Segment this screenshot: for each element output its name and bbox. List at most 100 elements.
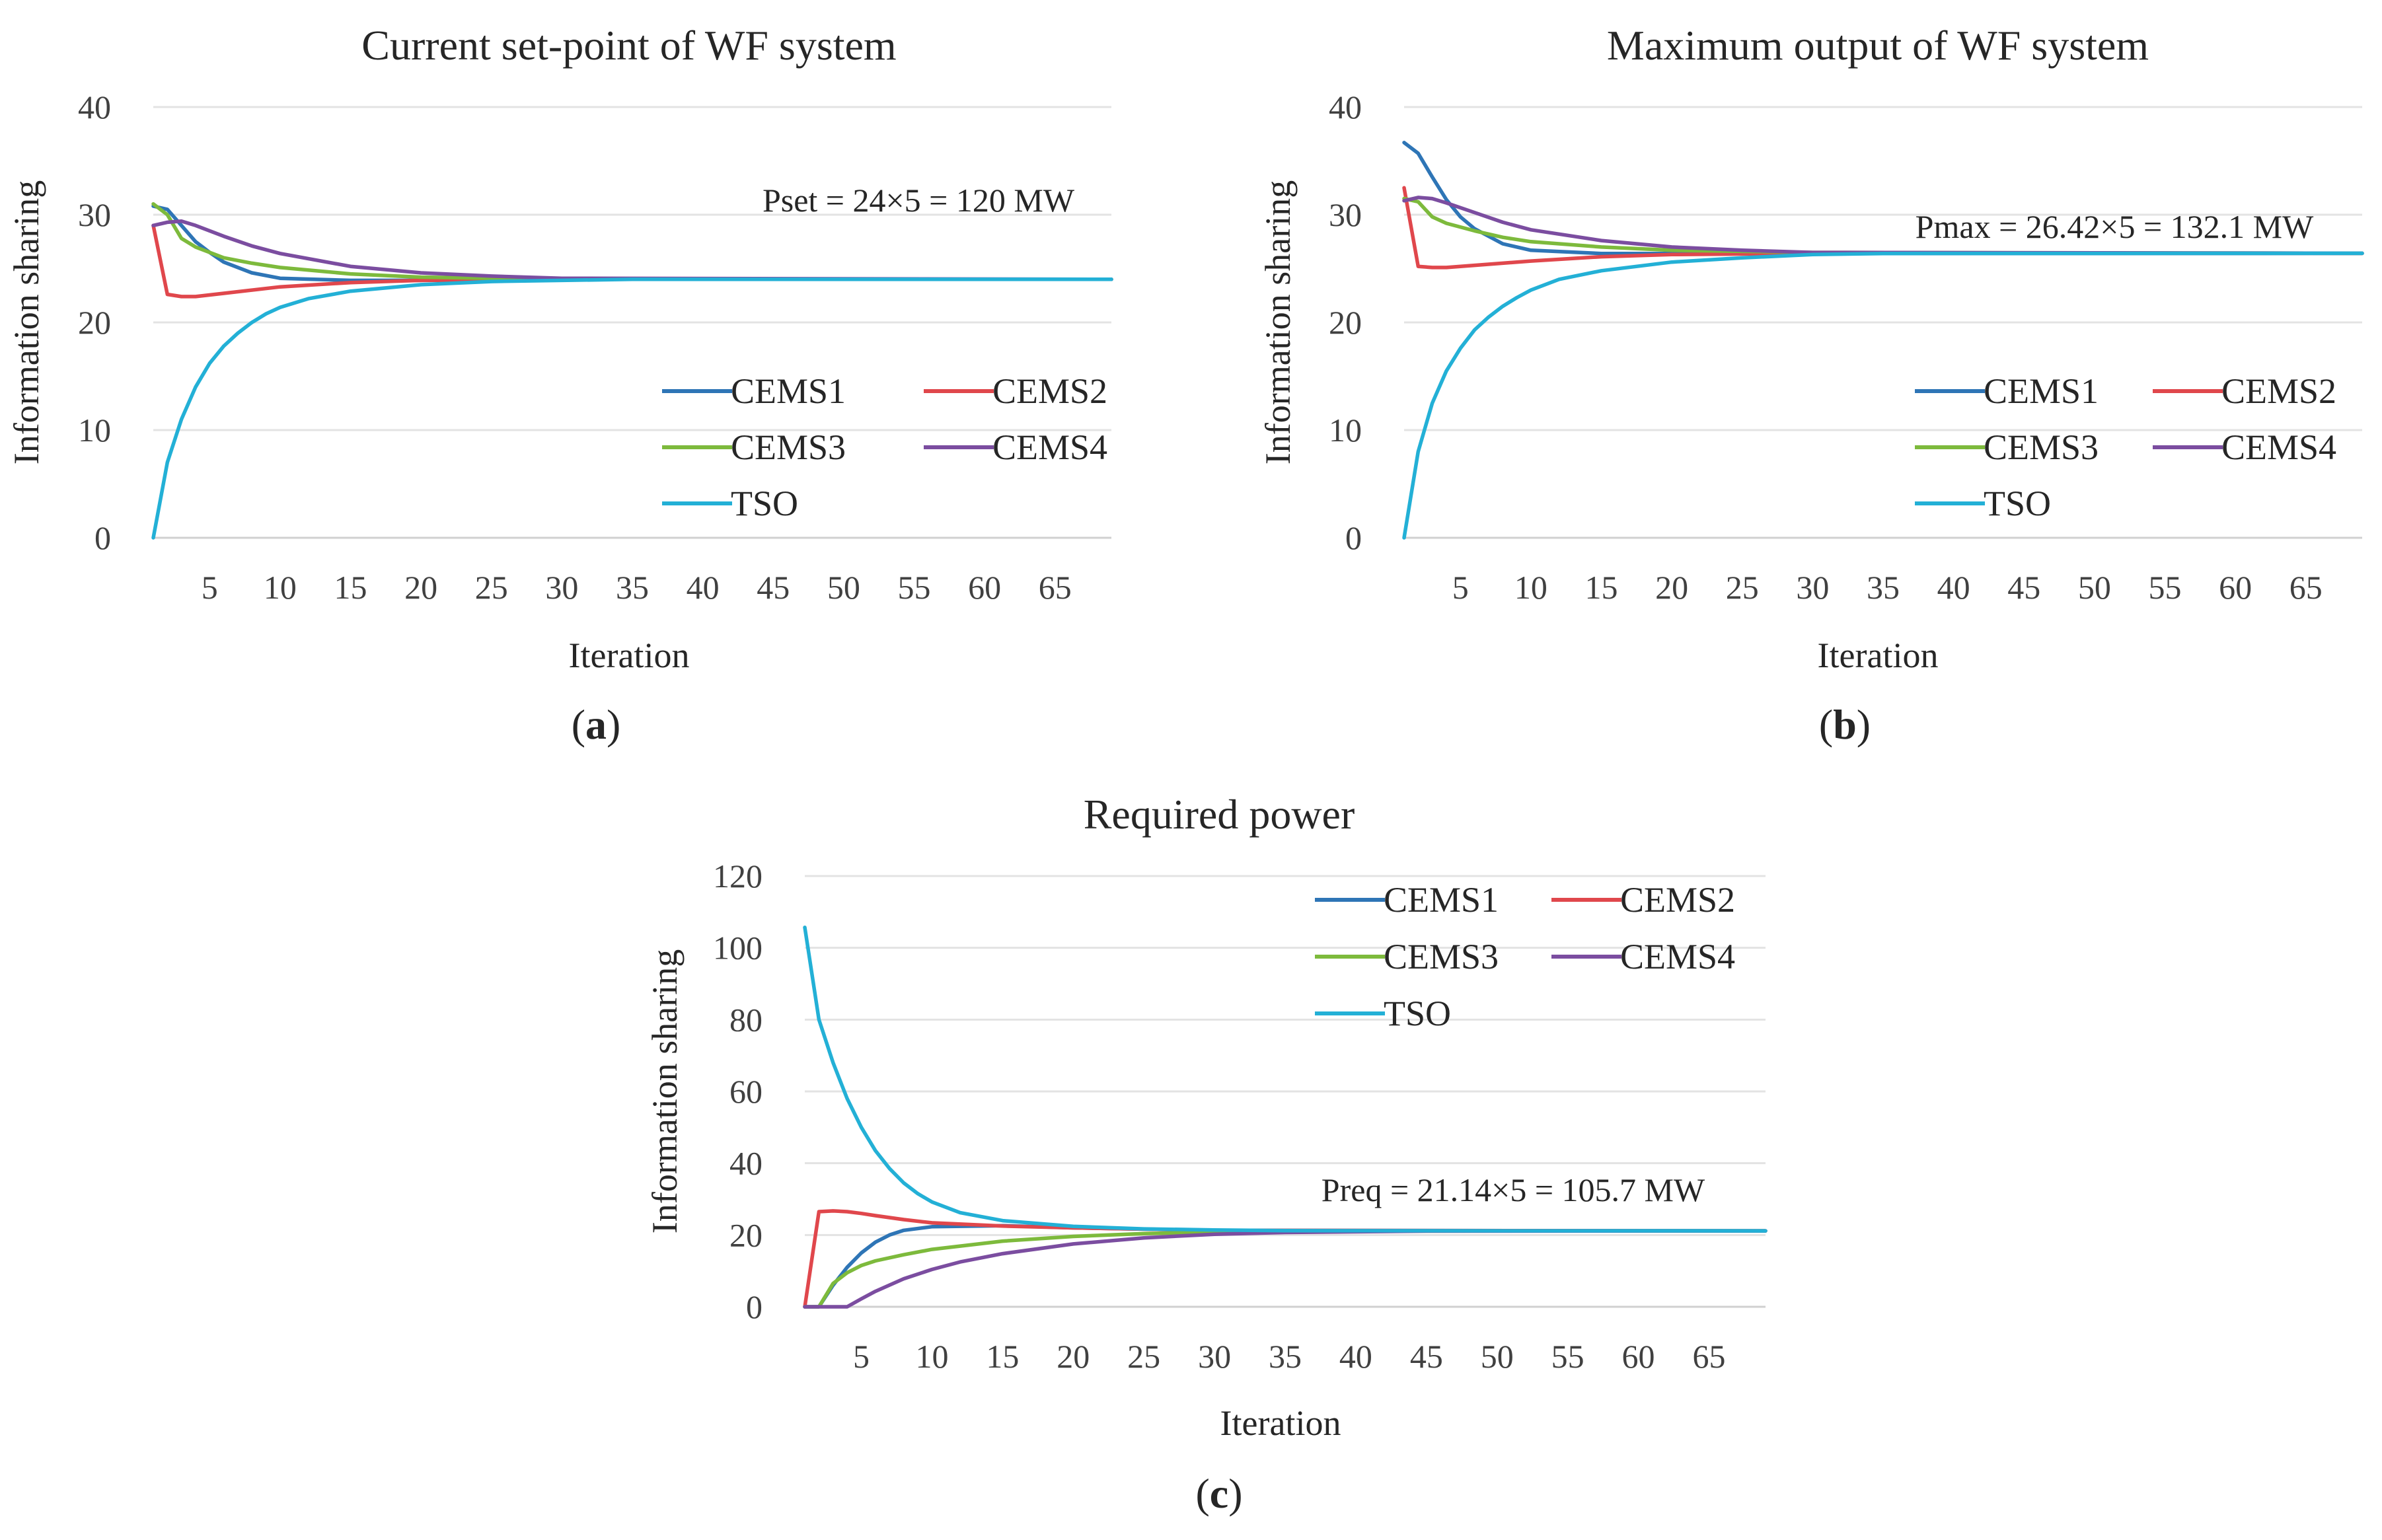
legend-label: TSO [731,484,798,523]
x-tick-label: 20 [404,569,437,606]
legend-label: CEMS2 [1620,880,1735,920]
y-tick-label: 30 [78,196,111,233]
series-line-tso [1402,251,2364,540]
x-tick-label: 35 [1269,1338,1302,1375]
y-tick-label: 30 [1329,196,1362,233]
legend-label: CEMS3 [731,427,846,467]
x-tick-label: 45 [757,569,790,606]
series-line-cems2 [803,1209,1768,1309]
x-axis-label: Iteration [1220,1403,1341,1443]
x-tick-label: 5 [1452,569,1469,606]
y-tick-label: 20 [729,1216,763,1253]
x-tick-label: 60 [1622,1338,1655,1375]
chart-annotation: Pset = 24×5 = 120 MW [763,182,1075,219]
series-line-tso [151,277,1113,540]
series-line-cems1 [1402,141,2364,256]
series-line-cems3 [151,202,1113,281]
x-tick-label: 20 [1655,569,1688,606]
x-tick-label: 25 [1127,1338,1160,1375]
panel-label: (c) [1195,1470,1242,1517]
x-tick-label: 60 [968,569,1001,606]
panel-label: (b) [1819,701,1871,748]
x-tick-label: 15 [334,569,367,606]
series-line-cems2 [1402,186,2364,270]
x-tick-label: 50 [2078,569,2111,606]
x-tick-label: 55 [1551,1338,1584,1375]
x-tick-label: 65 [1039,569,1072,606]
x-tick-label: 40 [687,569,720,606]
series-line-tso [803,925,1768,1233]
chart-title: Required power [1084,791,1355,838]
y-tick-label: 20 [1329,304,1362,341]
x-tick-label: 5 [202,569,218,606]
y-tick-label: 80 [729,1001,763,1038]
legend: CEMS1 CEMS2 CEMS3 CEMS4 TSO [662,371,1107,523]
x-tick-label: 20 [1057,1338,1090,1375]
chart-annotation: Preq = 21.14×5 = 105.7 MW [1321,1171,1705,1208]
legend-label: CEMS1 [1984,371,2099,411]
legend-label: CEMS4 [992,427,1107,467]
y-axis-label: Information sharing [7,180,46,464]
y-tick-label: 0 [746,1288,763,1325]
series-line-cems4 [803,1229,1768,1309]
x-tick-label: 65 [1692,1338,1725,1375]
y-tick-label: 20 [78,304,111,341]
y-axis-label: Information sharing [1258,180,1298,464]
series-line-cems4 [151,219,1113,281]
x-tick-label: 50 [1481,1338,1514,1375]
x-tick-label: 25 [475,569,508,606]
y-tick-label: 120 [713,858,763,895]
x-tick-label: 45 [2007,569,2040,606]
series-line-cems3 [803,1229,1768,1309]
x-tick-label: 50 [827,569,860,606]
y-tick-label: 100 [713,930,763,967]
y-tick-label: 40 [78,89,111,126]
legend-label: CEMS2 [992,371,1107,411]
x-tick-label: 55 [2148,569,2181,606]
x-tick-label: 30 [545,569,578,606]
x-tick-label: 40 [1339,1338,1372,1375]
series-line-cems2 [151,223,1113,299]
x-tick-label: 65 [2289,569,2323,606]
legend-label: CEMS2 [2221,371,2336,411]
x-axis-label: Iteration [569,636,690,675]
x-tick-label: 35 [616,569,649,606]
y-axis-label: Information sharing [645,949,685,1233]
legend-label: TSO [1384,994,1451,1033]
y-tick-label: 0 [1345,519,1362,556]
legend-label: TSO [1984,484,2051,523]
panel-letter: a [585,701,607,748]
y-tick-label: 40 [729,1145,763,1182]
y-tick-label: 10 [78,412,111,449]
x-axis-label: Iteration [1818,636,1939,675]
x-tick-label: 15 [986,1338,1019,1375]
x-tick-label: 35 [1867,569,1900,606]
series-line-cems4 [1402,196,2364,256]
legend-label: CEMS1 [731,371,846,411]
legend-label: CEMS4 [2221,427,2336,467]
chart-annotation: Pmax = 26.42×5 = 132.1 MW [1916,208,2314,245]
y-tick-label: 40 [1329,89,1362,126]
panel-letter: b [1833,701,1857,748]
chart-panel-c: Required power 0 20 40 60 80 100 120 5 10 15 20 25 30… [645,791,1768,1517]
chart-panel-b: Maximum output of WF system 0 10 20 30 40 5 10 1… [1258,22,2364,748]
legend: CEMS1 CEMS2 CEMS3 CEMS4 TSO [1315,880,1735,1033]
panel-letter: c [1210,1470,1228,1517]
y-tick-label: 10 [1329,412,1362,449]
x-tick-label: 10 [264,569,297,606]
y-tick-label: 0 [94,519,111,556]
x-tick-label: 10 [915,1338,948,1375]
chart-title: Current set-point of WF system [361,22,896,69]
legend-label: CEMS4 [1620,937,1735,976]
panel-label: (a) [572,701,621,748]
legend-label: CEMS3 [1984,427,2099,467]
legend-label: CEMS3 [1384,937,1499,976]
x-tick-label: 60 [2219,569,2252,606]
x-tick-label: 10 [1514,569,1547,606]
y-tick-label: 60 [729,1073,763,1110]
x-tick-label: 40 [1937,569,1970,606]
x-tick-label: 30 [1796,569,1829,606]
chart-panel-a: Current set-point of WF system 0 10 20 30 40 5… [7,22,1113,748]
legend: CEMS1 CEMS2 CEMS3 CEMS4 TSO [1915,371,2336,523]
